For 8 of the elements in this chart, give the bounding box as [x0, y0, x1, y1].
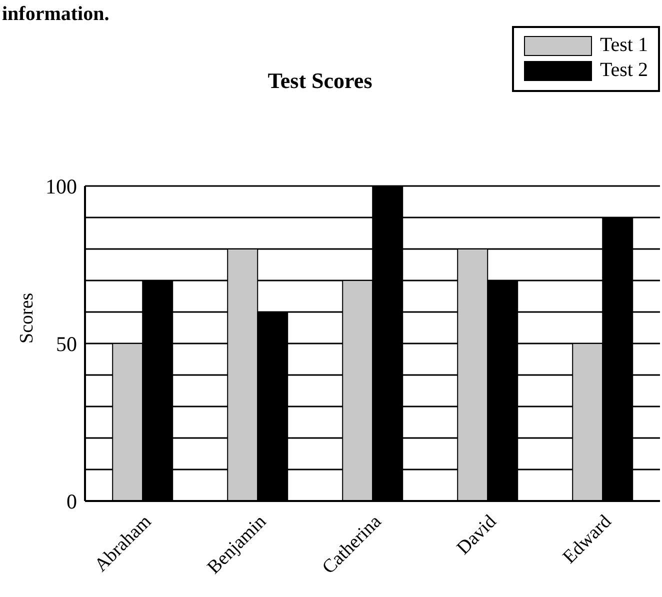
y-tick-label: 100 — [46, 174, 77, 198]
legend-label: Test 2 — [600, 59, 648, 82]
text: information. — [2, 2, 110, 26]
chart-title: Test Scores — [266, 68, 374, 94]
y-tick-label: 50 — [56, 332, 77, 356]
y-tick-label: 0 — [66, 489, 77, 514]
y-axis-title: Scores — [16, 292, 38, 344]
legend-label: Test 1 — [600, 34, 648, 57]
